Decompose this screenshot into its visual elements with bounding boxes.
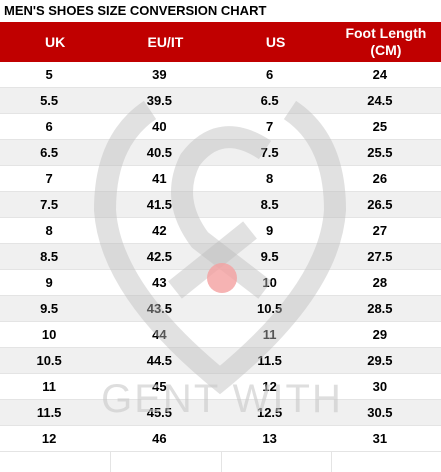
table-cell: 29	[372, 327, 388, 342]
table-cell: 41.5	[146, 197, 173, 212]
column-header: Foot Length (CM)	[331, 22, 441, 62]
table-cell: 46	[152, 431, 167, 446]
table-cell: 25.5	[367, 145, 393, 160]
table-cell: 9	[45, 275, 53, 290]
table-cell: 8.5	[260, 197, 279, 212]
table-cell: 27.5	[367, 249, 393, 264]
column-header: UK	[0, 22, 110, 62]
table-cell: 8	[45, 223, 53, 238]
table-cell: 40	[152, 119, 167, 134]
table-cell: 30.5	[367, 405, 393, 420]
table-cell: 28.5	[367, 301, 393, 316]
column-divider	[330, 452, 332, 472]
table-cell: 11.5	[36, 405, 62, 420]
watermark-logo	[171, 126, 272, 299]
column-divider	[110, 452, 112, 472]
table-row: 11 45 12 30	[0, 374, 441, 400]
table-cell: 6.5	[260, 93, 279, 108]
table-row: 6.5 40.5 7.5 25.5	[0, 140, 441, 166]
table-row: 9 43 10 28	[0, 270, 441, 296]
watermark-logo	[168, 221, 257, 299]
table-cell: 42.5	[146, 249, 173, 264]
table-cell: 7.5	[40, 197, 59, 212]
table-cell: 45.5	[146, 405, 173, 420]
table-cell: 40.5	[146, 145, 173, 160]
table-cell: 26.5	[367, 197, 393, 212]
table-row: 9.5 43.5 10.5 28.5	[0, 296, 441, 322]
table-row: 6 40 7 25	[0, 114, 441, 140]
table-cell: 42	[152, 223, 167, 238]
table-cell: 12.5	[256, 405, 283, 420]
table-cell: 11	[42, 379, 56, 394]
table-row: 11.5 45.5 12.5 30.5	[0, 400, 441, 426]
table-cell: 6	[45, 119, 53, 134]
table-row: 5 39 6 24	[0, 62, 441, 88]
table-cell: 29.5	[367, 353, 393, 368]
table-cell: 12	[262, 379, 277, 394]
table-cell: 8.5	[40, 249, 59, 264]
table-cell: 7	[45, 171, 53, 186]
watermark-text: GENT WITH	[101, 377, 343, 421]
column-header-text: UK	[45, 33, 66, 50]
chart-title: MEN'S SHOES SIZE CONVERSION CHART	[4, 3, 267, 18]
watermark-logo	[93, 100, 347, 395]
column-header-text: Foot Length (CM)	[345, 25, 427, 58]
table-cell: 6	[266, 67, 274, 82]
table-cell: 26	[372, 171, 388, 186]
table-cell: 6.5	[40, 145, 59, 160]
table-cell: 24.5	[367, 93, 393, 108]
column-header: US	[221, 22, 331, 62]
table-cell: 43	[152, 275, 167, 290]
table-cell: 41	[152, 171, 167, 186]
table-row: 10 44 11 29	[0, 322, 441, 348]
table-cell: 39.5	[146, 93, 173, 108]
table-cell: 24	[372, 67, 388, 82]
column-header-text: EU/IT	[147, 33, 184, 50]
table-row: 5.5 39.5 6.5 24.5	[0, 88, 441, 114]
table-row: 7.5 41.5 8.5 26.5	[0, 192, 441, 218]
table-cell: 12	[41, 431, 57, 446]
table-cell: 25	[372, 119, 388, 134]
table-cell: 11.5	[257, 353, 282, 368]
table-cell: 9.5	[260, 249, 279, 264]
table-row: 10.5 44.5 11.5 29.5	[0, 348, 441, 374]
table-row: 8.5 42.5 9.5 27.5	[0, 244, 441, 270]
table-cell: 7.5	[260, 145, 279, 160]
table-row: 8 42 9 27	[0, 218, 441, 244]
table-cell: 44	[152, 327, 167, 342]
column-divider	[220, 452, 222, 472]
table-cell: 13	[262, 431, 277, 446]
table-cell: 7	[266, 119, 274, 134]
table-cell: 45	[152, 379, 167, 394]
table-row: 7 41 8 26	[0, 166, 441, 192]
table-header: UK EU/IT US Foot Length (CM)	[0, 22, 441, 62]
table-cell: 10.5	[256, 301, 283, 316]
table-cell: 9.5	[40, 301, 59, 316]
watermark-dot	[207, 263, 237, 293]
table-cell: 44.5	[146, 353, 173, 368]
table-cell: 30	[372, 379, 388, 394]
table-cell: 31	[372, 431, 388, 446]
table-cell: 8	[266, 171, 274, 186]
table-cell: 10.5	[36, 353, 62, 368]
table-cell: 11	[262, 327, 277, 342]
table-cell: 5	[45, 67, 53, 82]
table-cell: 5.5	[40, 93, 59, 108]
table-row: 12 46 13 31	[0, 426, 441, 452]
column-header: EU/IT	[110, 22, 220, 62]
table-cell: 43.5	[146, 301, 173, 316]
column-header-text: US	[265, 33, 286, 50]
table-cell: 9	[266, 223, 274, 238]
table-cell: 28	[372, 275, 388, 290]
table-cell: 39	[152, 67, 167, 82]
table-cell: 10	[262, 275, 277, 290]
table-cell: 27	[372, 223, 388, 238]
table-cell: 10	[41, 327, 57, 342]
